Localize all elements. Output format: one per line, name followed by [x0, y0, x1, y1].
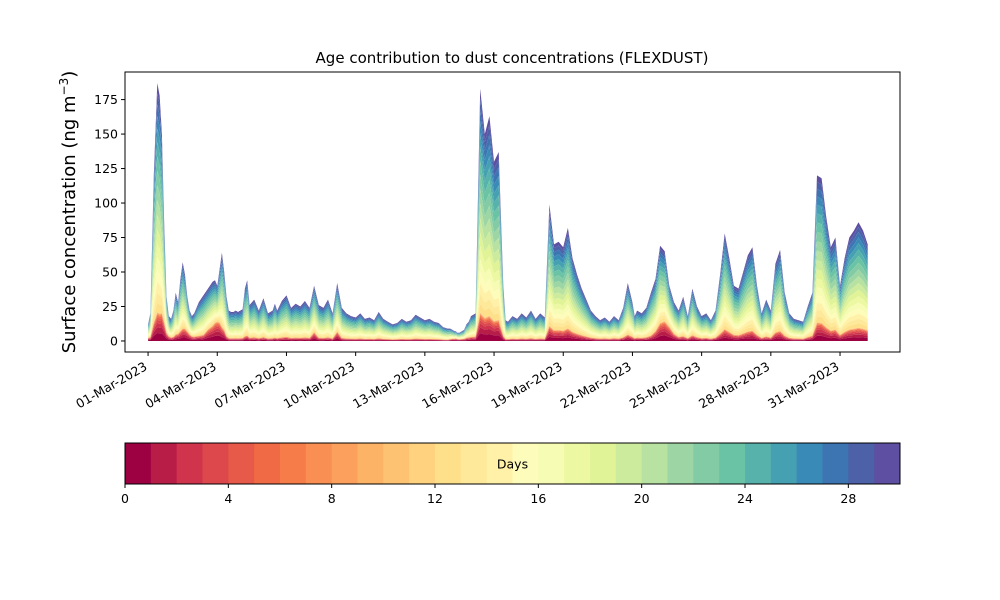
x-tick-label: 07-Mar-2023	[212, 359, 288, 412]
area-band-day-27	[148, 104, 868, 334]
y-axis-label-close: )	[59, 71, 80, 78]
colorbar-bin-15	[512, 443, 539, 484]
colorbar: Days 0 4 8 12 16 20 24 28	[121, 442, 901, 506]
colorbar-bin-18	[590, 443, 617, 484]
colorbar-tick-label: 8	[328, 491, 336, 506]
y-axis-label: Surface concentration (ng m−3)	[57, 71, 80, 354]
y-tick-label: 50	[102, 265, 118, 280]
y-tick-label: 125	[94, 161, 118, 176]
colorbar-bin-4	[228, 443, 255, 484]
colorbar-tick-label: 20	[634, 491, 650, 506]
colorbar-bin-17	[564, 443, 591, 484]
colorbar-bin-6	[280, 443, 307, 484]
colorbar-bin-23	[719, 443, 746, 484]
colorbar-tick-label: 12	[427, 491, 443, 506]
colorbar-bin-27	[822, 443, 849, 484]
colorbar-bin-13	[460, 443, 488, 484]
y-tick-label: 100	[94, 196, 118, 211]
y-tick-label: 0	[110, 333, 118, 348]
colorbar-bin-12	[435, 443, 462, 484]
x-tick-label: 28-Mar-2023	[696, 359, 772, 412]
colorbar-tick-label: 28	[840, 491, 856, 506]
colorbar-bin-2	[176, 443, 203, 484]
colorbar-bin-7	[305, 443, 333, 484]
chart-title: Age contribution to dust concentrations …	[316, 49, 709, 67]
y-tick-label: 75	[102, 230, 118, 245]
stacked-areas	[148, 83, 868, 341]
colorbar-bin-29	[874, 443, 901, 484]
colorbar-label: Days	[497, 457, 528, 472]
y-tick-label: 175	[94, 92, 118, 107]
plot-frame	[124, 71, 901, 353]
colorbar-bin-25	[770, 443, 798, 484]
colorbar-bin-5	[254, 443, 281, 484]
x-tick-label: 16-Mar-2023	[419, 359, 495, 412]
colorbar-bin-3	[202, 443, 229, 484]
colorbar-bin-10	[383, 443, 410, 484]
x-axis: 01-Mar-202304-Mar-202307-Mar-202310-Mar-…	[73, 352, 842, 412]
colorbar-bin-8	[331, 443, 358, 484]
x-tick-label: 04-Mar-2023	[142, 359, 218, 412]
x-tick-label: 19-Mar-2023	[488, 359, 564, 412]
y-tick-label: 150	[94, 127, 118, 142]
area-band-day-26	[148, 115, 868, 335]
colorbar-bin-9	[357, 443, 384, 484]
colorbar-bin-19	[615, 443, 643, 484]
x-tick-label: 01-Mar-2023	[73, 359, 149, 412]
colorbar-tick-label: 16	[530, 491, 546, 506]
y-axis-label-main: Surface concentration (ng m	[59, 95, 80, 353]
colorbar-tick-label: 24	[737, 491, 753, 506]
x-tick-label: 13-Mar-2023	[350, 359, 426, 412]
x-tick-label: 25-Mar-2023	[627, 359, 703, 412]
colorbar-bin-1	[150, 443, 178, 484]
colorbar-bin-16	[538, 443, 565, 484]
colorbar-bin-26	[796, 443, 823, 484]
y-tick-label: 25	[102, 299, 118, 314]
y-axis-label-sup: −3	[57, 78, 71, 96]
colorbar-bin-21	[667, 443, 694, 484]
colorbar-bin-24	[745, 443, 772, 484]
colorbar-bin-28	[848, 443, 875, 484]
colorbar-frame	[124, 442, 901, 485]
x-tick-label: 31-Mar-2023	[765, 359, 841, 412]
colorbar-bin-11	[409, 443, 436, 484]
colorbar-bin-22	[693, 443, 720, 484]
x-tick-label: 22-Mar-2023	[558, 359, 634, 412]
area-band-day-28	[148, 93, 868, 334]
x-tick-label: 10-Mar-2023	[281, 359, 357, 412]
colorbar-tick-label: 0	[121, 491, 129, 506]
area-band-day-29	[148, 83, 868, 333]
area-band-day-0	[148, 333, 868, 341]
colorbar-bin-20	[641, 443, 668, 484]
colorbar-bin-0	[125, 443, 152, 484]
colorbar-tick-label: 4	[224, 491, 232, 506]
colorbar-bin-14	[486, 443, 513, 484]
y-axis: 0 25 50 75 100 125 150 175	[94, 92, 125, 348]
